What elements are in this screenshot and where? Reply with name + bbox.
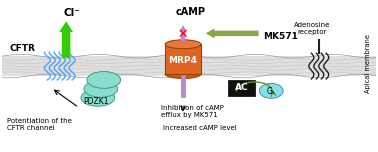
Bar	[165, 44, 201, 74]
Text: AC: AC	[235, 83, 248, 92]
Bar	[228, 80, 256, 96]
Ellipse shape	[87, 72, 121, 88]
Bar	[2, 56, 376, 76]
Text: Adenosine
receptor: Adenosine receptor	[294, 22, 330, 35]
Text: Cl⁻: Cl⁻	[63, 8, 80, 18]
Text: ✕: ✕	[178, 28, 188, 41]
Text: Increased cAMP level: Increased cAMP level	[163, 124, 237, 131]
Text: Potentiation of the
CFTR channel: Potentiation of the CFTR channel	[7, 118, 71, 131]
Ellipse shape	[165, 40, 201, 49]
Ellipse shape	[165, 70, 201, 78]
Ellipse shape	[259, 83, 283, 98]
Text: Apical membrane: Apical membrane	[366, 34, 371, 93]
Ellipse shape	[81, 89, 115, 106]
Ellipse shape	[84, 80, 118, 97]
Text: Inhibition of cAMP
efflux by MK571: Inhibition of cAMP efflux by MK571	[161, 105, 224, 118]
Text: PDZK1: PDZK1	[83, 97, 108, 106]
Text: MRP4: MRP4	[169, 56, 197, 65]
Text: Gₛ: Gₛ	[267, 87, 276, 96]
Text: MK571: MK571	[263, 32, 298, 41]
Text: cAMP: cAMP	[175, 7, 205, 17]
Text: CFTR: CFTR	[10, 44, 36, 53]
